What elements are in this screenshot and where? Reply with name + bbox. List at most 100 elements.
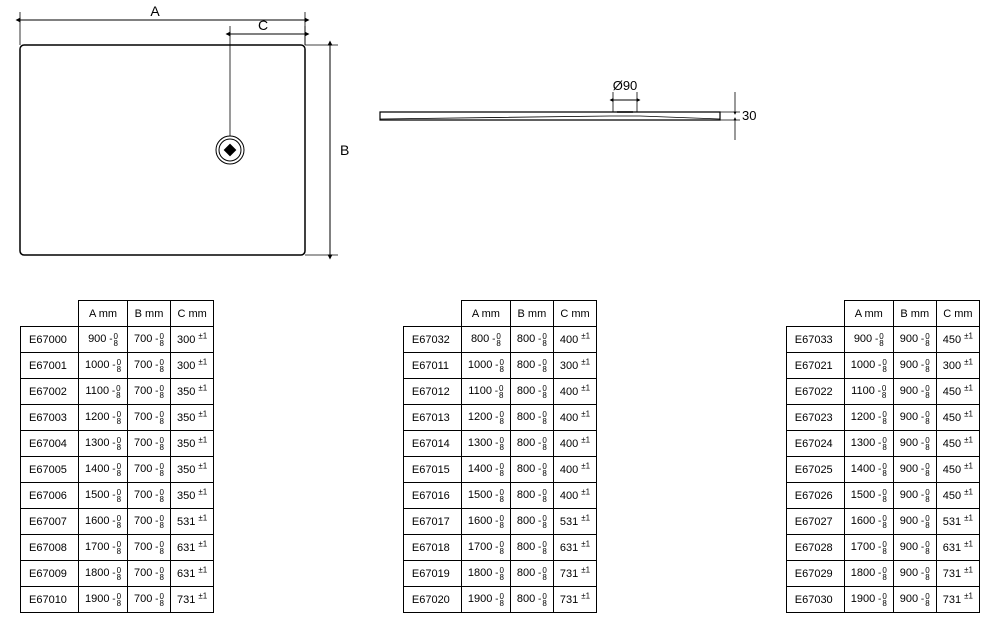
dim-B: 800 -08 (510, 327, 553, 353)
dim-C: 731 ±1 (936, 587, 979, 613)
dim-C: 350 ±1 (170, 405, 213, 431)
dim-A: 1800 -08 (461, 561, 510, 587)
dim-B: 700 -08 (128, 483, 171, 509)
dim-A: 1000 -08 (844, 353, 893, 379)
dim-C: 450 ±1 (936, 327, 979, 353)
col-header-A: A mm (461, 301, 510, 327)
dim-B: 700 -08 (128, 431, 171, 457)
table-row: E670181700 -08800 -08631 ±1 (403, 535, 596, 561)
dim-B: 900 -08 (893, 405, 936, 431)
dim-B: 800 -08 (510, 535, 553, 561)
dim-B: 700 -08 (128, 405, 171, 431)
dim-B: 800 -08 (510, 353, 553, 379)
table-row: E670221100 -08900 -08450 ±1 (786, 379, 979, 405)
dim-C: 400 ±1 (553, 327, 596, 353)
product-code: E67017 (403, 509, 461, 535)
dim-A: 1400 -08 (461, 457, 510, 483)
table-row: E670161500 -08800 -08400 ±1 (403, 483, 596, 509)
dim-C: 300 ±1 (170, 327, 213, 353)
table-row: E670031200 -08700 -08350 ±1 (21, 405, 214, 431)
table-row: E670281700 -08900 -08631 ±1 (786, 535, 979, 561)
table-row: E670211000 -08900 -08300 ±1 (786, 353, 979, 379)
col-header-C: C mm (170, 301, 213, 327)
table-row: E670011000 -08700 -08300 ±1 (21, 353, 214, 379)
dim-B: 700 -08 (128, 457, 171, 483)
table-row: E670151400 -08800 -08400 ±1 (403, 457, 596, 483)
dim-B: 900 -08 (893, 561, 936, 587)
product-code: E67025 (786, 457, 844, 483)
product-code: E67010 (21, 587, 79, 613)
dim-label-B: B (340, 142, 349, 158)
top-view (20, 12, 338, 255)
dim-B: 900 -08 (893, 353, 936, 379)
dim-A: 1600 -08 (844, 509, 893, 535)
dim-C: 350 ±1 (170, 431, 213, 457)
dim-A: 1900 -08 (844, 587, 893, 613)
product-code: E67021 (786, 353, 844, 379)
dim-label-d90: Ø90 (613, 78, 638, 93)
product-code: E67013 (403, 405, 461, 431)
table-row: E670271600 -08900 -08531 ±1 (786, 509, 979, 535)
dim-A: 1400 -08 (844, 457, 893, 483)
dimension-table-2: A mmB mmC mmE67032800 -08800 -08400 ±1E6… (403, 300, 597, 613)
table-row: E670121100 -08800 -08400 ±1 (403, 379, 596, 405)
dim-C: 300 ±1 (553, 353, 596, 379)
product-code: E67015 (403, 457, 461, 483)
col-header-A: A mm (844, 301, 893, 327)
dim-C: 300 ±1 (170, 353, 213, 379)
dim-B: 900 -08 (893, 379, 936, 405)
product-code: E67027 (786, 509, 844, 535)
dim-C: 400 ±1 (553, 379, 596, 405)
dim-B: 700 -08 (128, 587, 171, 613)
table-row: E67033900 -08900 -08450 ±1 (786, 327, 979, 353)
product-code: E67020 (403, 587, 461, 613)
dim-C: 450 ±1 (936, 431, 979, 457)
table-row: E670141300 -08800 -08400 ±1 (403, 431, 596, 457)
dim-label-A: A (150, 3, 160, 19)
dim-C: 531 ±1 (936, 509, 979, 535)
dim-A: 1700 -08 (844, 535, 893, 561)
product-code: E67006 (21, 483, 79, 509)
dim-A: 1300 -08 (844, 431, 893, 457)
dim-B: 800 -08 (510, 509, 553, 535)
product-code: E67033 (786, 327, 844, 353)
col-header-B: B mm (128, 301, 171, 327)
table-row: E670021100 -08700 -08350 ±1 (21, 379, 214, 405)
dim-A: 1600 -08 (79, 509, 128, 535)
product-code: E67009 (21, 561, 79, 587)
col-header-B: B mm (510, 301, 553, 327)
table-row: E670261500 -08900 -08450 ±1 (786, 483, 979, 509)
product-code: E67023 (786, 405, 844, 431)
table-row: E670201900 -08800 -08731 ±1 (403, 587, 596, 613)
dim-A: 1200 -08 (79, 405, 128, 431)
product-code: E67024 (786, 431, 844, 457)
table-row: E670251400 -08900 -08450 ±1 (786, 457, 979, 483)
dim-C: 400 ±1 (553, 457, 596, 483)
product-code: E67032 (403, 327, 461, 353)
product-code: E67019 (403, 561, 461, 587)
dimension-tables: A mmB mmC mmE67000900 -08700 -08300 ±1E6… (20, 300, 980, 613)
dim-B: 800 -08 (510, 379, 553, 405)
dim-C: 731 ±1 (936, 561, 979, 587)
product-code: E67030 (786, 587, 844, 613)
dim-label-C: C (258, 17, 268, 33)
dim-C: 450 ±1 (936, 405, 979, 431)
dim-A: 1800 -08 (844, 561, 893, 587)
dim-A: 1700 -08 (79, 535, 128, 561)
dim-B: 700 -08 (128, 535, 171, 561)
table-row: E670041300 -08700 -08350 ±1 (21, 431, 214, 457)
dim-C: 631 ±1 (170, 535, 213, 561)
table-row: E670291800 -08900 -08731 ±1 (786, 561, 979, 587)
dim-A: 1200 -08 (461, 405, 510, 431)
dim-B: 900 -08 (893, 535, 936, 561)
table-row: E670101900 -08700 -08731 ±1 (21, 587, 214, 613)
dim-C: 450 ±1 (936, 483, 979, 509)
dim-A: 1000 -08 (461, 353, 510, 379)
dim-B: 800 -08 (510, 483, 553, 509)
table-row: E670061500 -08700 -08350 ±1 (21, 483, 214, 509)
dim-A: 1700 -08 (461, 535, 510, 561)
product-code: E67029 (786, 561, 844, 587)
dim-B: 700 -08 (128, 379, 171, 405)
dim-C: 731 ±1 (170, 587, 213, 613)
dim-B: 700 -08 (128, 327, 171, 353)
